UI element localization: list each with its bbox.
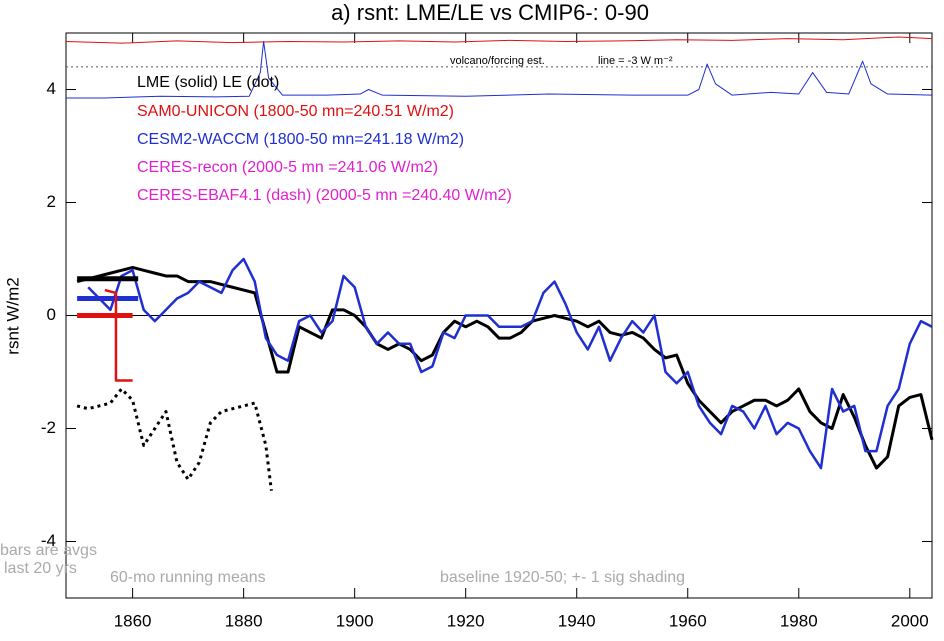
- series-line: [65, 36, 933, 44]
- annotation: LME (solid) LE (dot): [137, 74, 279, 91]
- y-axis-label: rsnt W/m2: [3, 277, 22, 354]
- annotation: CERES-recon (2000-5 mn =241.06 W/m2): [137, 159, 438, 176]
- y-tick-label: 4: [47, 79, 56, 98]
- x-tick-label: 1860: [114, 611, 152, 630]
- series-line: [76, 387, 273, 491]
- y-tick-label: -2: [41, 418, 56, 437]
- series-line: [87, 257, 933, 470]
- x-tick-label: 2000: [891, 611, 929, 630]
- annotation: 60-mo running means: [110, 569, 266, 586]
- annotation: bars are avgs: [0, 542, 97, 559]
- series-line: [66, 40, 933, 99]
- x-tick-label: 1960: [669, 611, 707, 630]
- annotation: SAM0-UNICON (1800-50 mn=240.51 W/m2): [137, 103, 454, 120]
- x-tick-label: 1920: [447, 611, 485, 630]
- annotation: last 20 yrs: [4, 560, 77, 577]
- x-tick-label: 1900: [336, 611, 374, 630]
- annotation: CESM2-WACCM (1800-50 mn=241.18 W/m2): [137, 131, 464, 148]
- series-line: [104, 288, 133, 382]
- y-tick-label: 2: [47, 192, 56, 211]
- chart-title: a) rsnt: LME/LE vs CMIP6-: 0-90: [331, 0, 649, 25]
- series-line: [76, 265, 934, 470]
- x-tick-label: 1980: [780, 611, 818, 630]
- annotation: volcano/forcing est.: [450, 55, 545, 67]
- annotation: baseline 1920-50; +- 1 sig shading: [440, 569, 685, 586]
- annotation: CERES-EBAF4.1 (dash) (2000-5 mn =240.40 …: [137, 187, 512, 204]
- annotation: line = -3 W m⁻²: [598, 55, 673, 67]
- x-tick-label: 1880: [225, 611, 263, 630]
- y-tick-label: 0: [47, 305, 56, 324]
- x-tick-label: 1940: [558, 611, 596, 630]
- y-tick-label: -4: [41, 531, 56, 550]
